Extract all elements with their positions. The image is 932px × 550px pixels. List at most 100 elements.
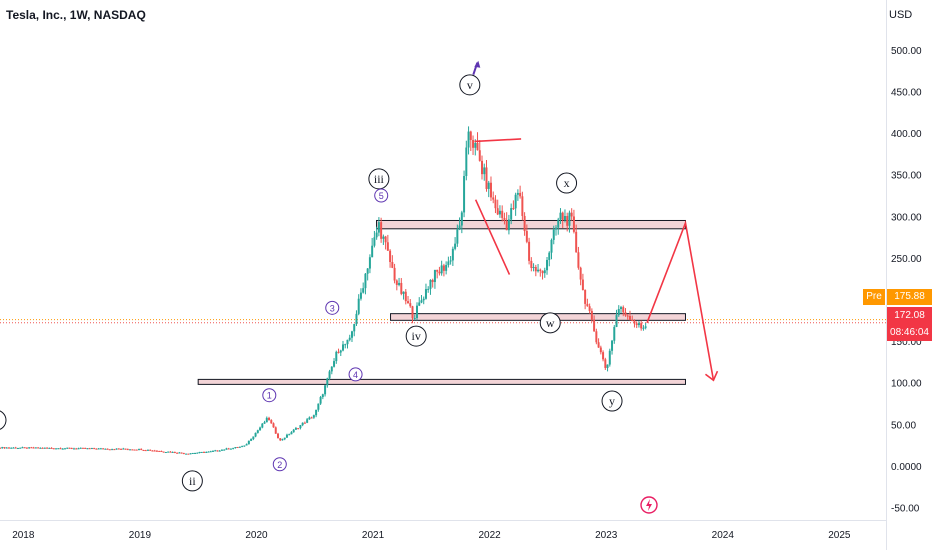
candle-body <box>631 320 634 322</box>
candle-body <box>182 453 185 455</box>
wave-label-circle <box>272 457 287 472</box>
candle-body <box>169 451 172 453</box>
candle-body <box>189 453 192 455</box>
trend-line <box>474 138 522 143</box>
candle-body <box>34 447 37 449</box>
candle-body <box>346 339 349 345</box>
candle-body <box>391 262 394 268</box>
candle-body <box>276 433 279 439</box>
wave-label: 5 <box>374 188 389 203</box>
candle-body <box>380 222 383 239</box>
x-tick-label: 2024 <box>712 530 735 541</box>
candle-body <box>227 448 230 450</box>
candle-body <box>236 447 239 449</box>
y-tick-label: 0.0000 <box>891 462 922 473</box>
candle-body <box>333 361 336 367</box>
candle-body <box>315 409 318 416</box>
wave-label: v <box>459 74 481 96</box>
candle-body <box>559 212 562 220</box>
wave-label-circle <box>348 367 363 382</box>
candle-body <box>516 192 519 195</box>
candle-body <box>337 351 340 353</box>
candle-body <box>581 279 584 290</box>
candle-body <box>200 451 203 453</box>
candle-body <box>57 448 60 450</box>
candle-body <box>115 448 118 450</box>
candle-body <box>0 447 1 449</box>
wave-label-text: y <box>609 394 615 408</box>
event-flash-icon[interactable] <box>640 496 658 514</box>
candle-body <box>476 142 479 151</box>
candle-body <box>247 440 250 445</box>
candle-body <box>438 271 441 274</box>
price-axis-separator <box>886 0 887 550</box>
candle-body <box>357 298 360 314</box>
candle-body <box>95 448 98 450</box>
candle-body <box>135 449 138 451</box>
candle-body <box>297 428 300 430</box>
candle-body <box>407 301 410 304</box>
candle-body <box>173 451 176 453</box>
candle-body <box>575 231 578 253</box>
wave-arrowhead <box>474 60 481 68</box>
candle-body <box>393 267 396 281</box>
candle-body <box>554 227 557 230</box>
candle-body <box>449 260 452 262</box>
horizontal-zone <box>197 378 686 385</box>
wave-label-circle <box>539 312 561 334</box>
candle-body <box>534 266 537 272</box>
candle-body <box>317 403 320 410</box>
candle-body <box>465 147 468 177</box>
candle-body <box>411 306 414 319</box>
candle-body <box>274 427 277 434</box>
candle-body <box>445 265 448 271</box>
candle-body <box>602 352 605 360</box>
currency-label: USD <box>889 9 913 21</box>
candle-body <box>88 448 91 450</box>
candle-body <box>12 447 15 449</box>
candle-body <box>521 196 524 216</box>
candle-body <box>595 331 598 343</box>
wave-label-text: 2 <box>277 460 282 470</box>
candle-body <box>478 150 481 161</box>
candle-body <box>310 417 313 419</box>
candle-body <box>171 451 174 453</box>
trend-line <box>474 199 511 275</box>
candle-body <box>167 451 170 453</box>
candle-body <box>447 261 450 266</box>
candle-body <box>46 447 49 449</box>
candle-body <box>113 449 116 451</box>
candle-body <box>366 268 369 274</box>
candle-body <box>124 448 127 450</box>
candle-body <box>485 167 488 189</box>
candle-body <box>176 452 179 454</box>
wave-label: 2 <box>272 457 287 472</box>
candle-body <box>525 231 528 242</box>
candle-body <box>234 447 237 449</box>
wave-label-circle <box>262 388 277 403</box>
candle-body <box>254 432 257 437</box>
projection-path <box>646 220 715 381</box>
candle-body <box>467 131 470 148</box>
candle-body <box>483 167 486 175</box>
candle-body <box>622 307 625 313</box>
candle-body <box>335 351 338 362</box>
candle-body <box>70 448 73 450</box>
candle-body <box>137 448 140 450</box>
candle-body <box>362 288 365 293</box>
candle-body <box>151 450 154 452</box>
candle-body <box>572 216 575 232</box>
wave-label-text: 1 <box>267 391 272 401</box>
y-tick-label: 400.00 <box>891 129 922 140</box>
candle-body <box>523 215 526 232</box>
horizontal-zone <box>376 219 686 230</box>
candle-body <box>7 447 10 449</box>
candle-body <box>501 210 504 218</box>
y-tick-label: 50.00 <box>891 420 916 431</box>
candle-body <box>474 142 477 148</box>
candle-body <box>328 371 331 379</box>
candle-body <box>142 450 145 452</box>
candle-body <box>149 449 152 451</box>
wave-label: iv <box>405 325 427 347</box>
